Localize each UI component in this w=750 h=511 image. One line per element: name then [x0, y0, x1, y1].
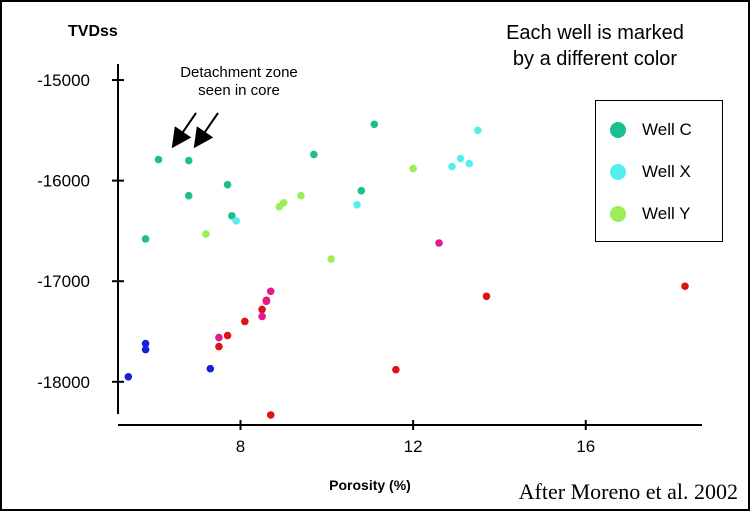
- data-point: [141, 339, 150, 348]
- tick-marks: [112, 79, 587, 430]
- y-axis-title: TVDss: [68, 23, 118, 40]
- data-point: [228, 212, 236, 220]
- legend-item-well-c: Well C: [596, 115, 722, 145]
- data-point: [202, 230, 210, 238]
- data-point: [310, 150, 318, 159]
- y-tick-label: -16000: [37, 172, 90, 191]
- data-point: [435, 239, 443, 247]
- detachment-arrows: [171, 112, 219, 149]
- data-point: [232, 217, 240, 225]
- data-point: [409, 164, 417, 173]
- data-point: [456, 154, 465, 163]
- detachment-note-line1: Detachment zone: [180, 64, 298, 81]
- legend-swatch-well-x: [610, 164, 626, 180]
- data-point: [258, 305, 266, 314]
- data-point: [262, 297, 271, 306]
- data-point: [223, 331, 232, 340]
- data-point: [370, 120, 379, 129]
- data-point: [215, 333, 223, 342]
- data-point: [154, 155, 163, 164]
- color-note-line2: by a different color: [512, 48, 678, 70]
- y-tick-label: -17000: [37, 272, 90, 291]
- x-tick-label: 12: [404, 437, 423, 456]
- data-point: [465, 159, 474, 168]
- data-point: [184, 156, 193, 165]
- data-point: [124, 372, 133, 381]
- data-point: [258, 312, 266, 321]
- arrow-2: [193, 112, 219, 149]
- legend-label-well-x: Well X: [642, 162, 691, 181]
- color-note-line1: Each well is marked: [506, 22, 684, 44]
- data-point: [206, 364, 215, 373]
- data-point: [223, 180, 232, 189]
- data-point: [353, 200, 361, 209]
- data-point: [215, 342, 223, 351]
- legend-item-well-x: Well X: [596, 157, 722, 187]
- data-point: [141, 345, 150, 354]
- detachment-note-line2: seen in core: [198, 82, 280, 99]
- y-tick-label: -18000: [37, 373, 90, 392]
- detachment-note: Detachment zone seen in core: [154, 64, 324, 100]
- x-tick-label: 16: [576, 437, 595, 456]
- color-note: Each well is marked by a different color: [470, 20, 720, 72]
- tick-labels: -15000 -16000 -17000 -18000 8 12 16: [37, 71, 595, 456]
- data-point: [141, 235, 150, 243]
- data-point: [297, 191, 305, 200]
- y-tick-label: -15000: [37, 71, 90, 90]
- data-point: [241, 317, 249, 326]
- source-credit: After Moreno et al. 2002: [518, 479, 738, 504]
- data-point: [266, 411, 275, 419]
- legend-item-well-y: Well Y: [596, 199, 722, 229]
- legend-swatch-well-y: [610, 206, 626, 222]
- data-point: [482, 292, 491, 301]
- x-axis-title: Porosity (%): [329, 477, 411, 493]
- legend-label-well-c: Well C: [642, 120, 692, 139]
- data-point: [279, 198, 288, 207]
- legend-swatch-well-c: [610, 122, 626, 138]
- data-point: [392, 365, 400, 374]
- data-point: [448, 162, 456, 171]
- data-point: [474, 126, 482, 135]
- x-tick-label: 8: [236, 437, 245, 456]
- arrow-1: [171, 112, 197, 149]
- axes: [117, 64, 702, 426]
- legend: Well C Well X Well Y: [595, 100, 723, 242]
- legend-label-well-y: Well Y: [642, 204, 691, 223]
- data-point: [327, 255, 335, 263]
- data-point: [681, 282, 689, 291]
- data-point: [266, 287, 275, 296]
- data-point: [184, 191, 193, 200]
- data-point: [357, 186, 366, 195]
- data-points: [124, 120, 689, 419]
